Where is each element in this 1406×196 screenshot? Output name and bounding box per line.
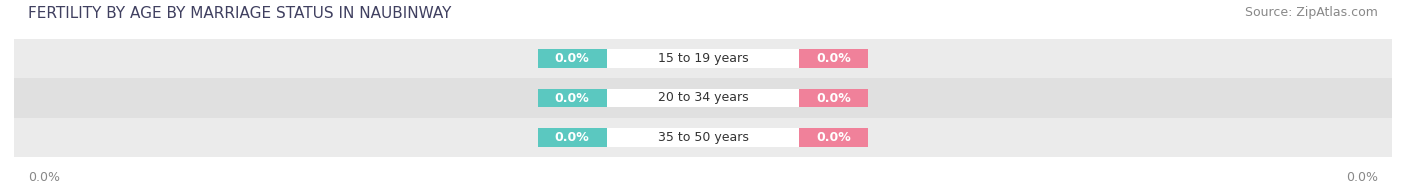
Bar — [606, 128, 800, 147]
Text: 0.0%: 0.0% — [555, 92, 589, 104]
Text: 0.0%: 0.0% — [817, 52, 851, 65]
Bar — [606, 89, 800, 107]
Text: 0.0%: 0.0% — [555, 52, 589, 65]
Bar — [14, 78, 1392, 118]
Text: Source: ZipAtlas.com: Source: ZipAtlas.com — [1244, 6, 1378, 19]
Text: 0.0%: 0.0% — [555, 131, 589, 144]
Bar — [537, 128, 606, 147]
Bar — [606, 49, 800, 68]
Bar — [537, 89, 606, 107]
Text: 0.0%: 0.0% — [817, 92, 851, 104]
Bar — [14, 39, 1392, 78]
Bar — [800, 89, 869, 107]
Text: 0.0%: 0.0% — [1346, 171, 1378, 184]
Text: 15 to 19 years: 15 to 19 years — [658, 52, 748, 65]
Bar — [800, 49, 869, 68]
Text: 35 to 50 years: 35 to 50 years — [658, 131, 748, 144]
Bar — [537, 49, 606, 68]
Text: 0.0%: 0.0% — [817, 131, 851, 144]
Text: 0.0%: 0.0% — [28, 171, 60, 184]
Bar — [14, 118, 1392, 157]
Bar — [800, 128, 869, 147]
Text: 20 to 34 years: 20 to 34 years — [658, 92, 748, 104]
Text: FERTILITY BY AGE BY MARRIAGE STATUS IN NAUBINWAY: FERTILITY BY AGE BY MARRIAGE STATUS IN N… — [28, 6, 451, 21]
